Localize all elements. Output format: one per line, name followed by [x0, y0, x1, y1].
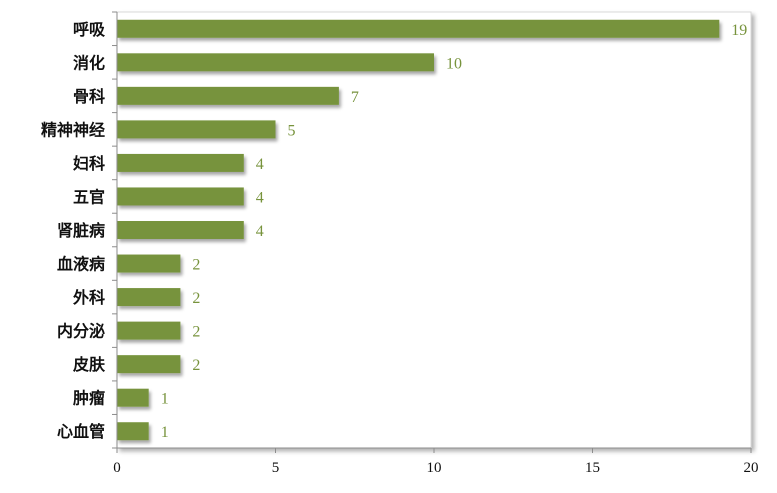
category-label: 内分泌 [57, 322, 105, 341]
bar [117, 288, 181, 307]
data-label: 2 [192, 357, 200, 374]
category-label: 骨科 [73, 87, 105, 106]
bar [117, 422, 149, 441]
x-tick-label: 0 [113, 460, 121, 476]
bar [117, 221, 244, 239]
category-label: 皮肤 [72, 355, 106, 374]
x-tick-label: 20 [744, 460, 759, 476]
category-label: 精神神经 [41, 120, 105, 139]
bar [117, 153, 244, 172]
bar [117, 187, 244, 206]
data-label: 1 [161, 424, 169, 441]
data-label: 1 [161, 391, 169, 408]
data-label: 4 [256, 156, 264, 173]
category-label: 五官 [73, 187, 105, 206]
category-label: 消化 [73, 53, 105, 72]
category-label: 心血管 [57, 422, 105, 441]
data-label: 19 [731, 22, 747, 39]
bar [117, 19, 720, 38]
category-label: 肿瘤 [73, 389, 105, 408]
category-label: 血液病 [57, 255, 105, 274]
bar [117, 86, 339, 105]
category-label: 妇科 [73, 154, 105, 173]
data-label: 10 [446, 55, 462, 72]
x-tick-label: 5 [272, 460, 280, 476]
data-label: 7 [351, 89, 359, 106]
category-label: 外科 [72, 288, 105, 307]
category-label: 肾脏病 [57, 221, 105, 240]
bar [117, 254, 181, 273]
bar [117, 120, 276, 139]
data-label: 4 [256, 223, 264, 240]
bar [117, 53, 434, 72]
data-label: 2 [192, 257, 200, 274]
data-label: 2 [192, 290, 200, 307]
x-tick-label: 10 [427, 460, 442, 476]
bar [117, 388, 149, 407]
bar [117, 321, 181, 340]
category-label: 呼吸 [73, 20, 106, 39]
x-tick-label: 15 [585, 460, 600, 476]
data-label: 4 [256, 189, 264, 206]
data-label: 2 [192, 324, 200, 341]
bar [117, 355, 181, 374]
data-label: 5 [288, 122, 296, 139]
